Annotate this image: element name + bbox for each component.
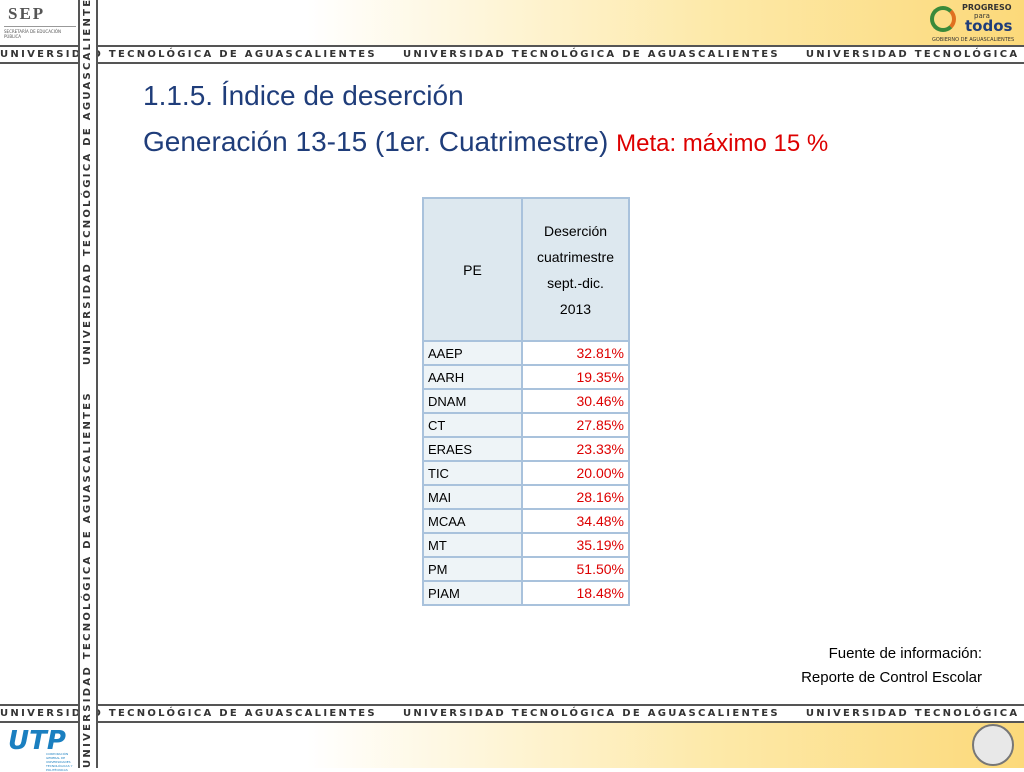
dropout-value: 20.00% — [521, 460, 630, 486]
sep-logo: SEP — [8, 4, 46, 23]
banner-strip: UNIVERSIDAD TECNOLÓGICA DE AGUASCALIENTE… — [0, 45, 1024, 64]
source-line: Fuente de información: — [828, 645, 982, 662]
banner-text: UNIVERSIDAD TECNOLÓGICA DE AGUASCALIENTE… — [0, 49, 377, 60]
table-row: DNAM 30.46% — [422, 388, 630, 414]
program-cell: AARH — [422, 364, 523, 390]
program-cell: CT — [422, 412, 523, 438]
source: Fuente de información: Reporte de Control… — [801, 642, 982, 690]
table-row: MCAA 34.48% — [422, 508, 630, 534]
table-row: AARH 19.35% — [422, 364, 630, 390]
table-row: CT 27.85% — [422, 412, 630, 438]
subtitle-text: Generación 13-15 (1er. Cuatrimestre) — [143, 126, 609, 157]
dropout-value: 32.81% — [521, 340, 630, 366]
title: 1.1.5. Índice de deserción — [143, 80, 464, 111]
dropout-value: 23.33% — [521, 436, 630, 462]
table-row: AAEP 32.81% — [422, 340, 630, 366]
program-cell: PIAM — [422, 580, 523, 606]
progreso-icon — [930, 6, 956, 32]
banner-text: UNIVERSIDAD TECNOLÓGICA DE AGUASCALIENTE… — [82, 391, 93, 768]
dropout-value: 28.16% — [521, 484, 630, 510]
gobierno-text: GOBIERNO DE AGUASCALIENTES — [932, 37, 1015, 43]
program-cell: MT — [422, 532, 523, 558]
todos-text: todos — [965, 17, 1013, 35]
goal: Meta: máximo 15 % — [616, 130, 829, 157]
utp-logo: UTP — [8, 726, 66, 756]
program-cell: DNAM — [422, 388, 523, 414]
dropout-table: PE Deserción cuatrimestre sept.-dic. 2013 AA… — [422, 197, 630, 606]
program-cell: MAI — [422, 484, 523, 510]
dropout-value: 19.35% — [521, 364, 630, 390]
banner-text: UNIVERSIDAD TECNOLÓGICA DE AGUASCALIENTE… — [0, 708, 377, 719]
banner-strip: UNIVERSIDAD TECNOLÓGICA DE AGUASCALIENTE… — [0, 704, 1024, 723]
dropout-value: 18.48% — [521, 580, 630, 606]
vertical-banner: UNIVERSIDAD TECNOLÓGICA DE AGUASCALIENTE… — [80, 0, 96, 768]
table-row: TIC 20.00% — [422, 460, 630, 486]
para-text: para — [974, 12, 990, 20]
vertical-strip: UNIVERSIDAD TECNOLÓGICA DE AGUASCALIENTE… — [78, 0, 98, 768]
utp-subtitle: CORPORACIÓN GENERAL DE UNIVERSIDADES TEC… — [46, 752, 73, 772]
source-line: Reporte de Control Escolar — [801, 669, 982, 686]
progreso-text: PROGRESO — [962, 3, 1012, 12]
subtitle: Generación 13-15 (1er. Cuatrimestre) Met… — [143, 126, 828, 158]
header-line: sept.-dic. — [547, 274, 604, 291]
table-row: PIAM 18.48% — [422, 580, 630, 606]
program-cell: AAEP — [422, 340, 523, 366]
header-line: 2013 — [559, 300, 592, 317]
program-cell: MCAA — [422, 508, 523, 534]
table-row: MAI 28.16% — [422, 484, 630, 510]
banner-text: UNIVERSIDAD TECNOLÓGICA DE AGUASCALIENTE… — [402, 708, 780, 719]
table-row: ERAES 23.33% — [422, 436, 630, 462]
banner-text: UNIVERSIDAD TECNOLÓGICA DE AGUASCALIENTE… — [805, 49, 1024, 60]
dropout-value: 27.85% — [521, 412, 630, 438]
banner-text: UNIVERSIDAD TECNOLÓGICA DE AGUASCALIENTE… — [82, 0, 93, 366]
sep-subtitle: SECRETARÍA DE EDUCACIÓN PÚBLICA — [4, 26, 76, 39]
header-row: PE Deserción cuatrimestre sept.-dic. 2013 — [422, 197, 630, 342]
header-cell: PE — [422, 197, 523, 342]
program-cell: ERAES — [422, 436, 523, 462]
program-cell: PM — [422, 556, 523, 582]
header-line: cuatrimestre — [536, 248, 615, 265]
header-band — [0, 0, 1024, 45]
dropout-value: 51.50% — [521, 556, 630, 582]
footer-band — [0, 722, 1024, 768]
university-seal — [972, 724, 1014, 766]
banner-text: UNIVERSIDAD TECNOLÓGICA DE AGUASCALIENTE… — [402, 49, 780, 60]
header-cell: Deserción cuatrimestre sept.-dic. 2013 — [521, 197, 630, 342]
table-row: PM 51.50% — [422, 556, 630, 582]
banner-text: UNIVERSIDAD TECNOLÓGICA DE AGUASCALIENTE… — [805, 708, 1024, 719]
dropout-value: 35.19% — [521, 532, 630, 558]
program-cell: TIC — [422, 460, 523, 486]
dropout-value: 30.46% — [521, 388, 630, 414]
header-line: Deserción — [543, 222, 608, 239]
dropout-value: 34.48% — [521, 508, 630, 534]
table-row: MT 35.19% — [422, 532, 630, 558]
